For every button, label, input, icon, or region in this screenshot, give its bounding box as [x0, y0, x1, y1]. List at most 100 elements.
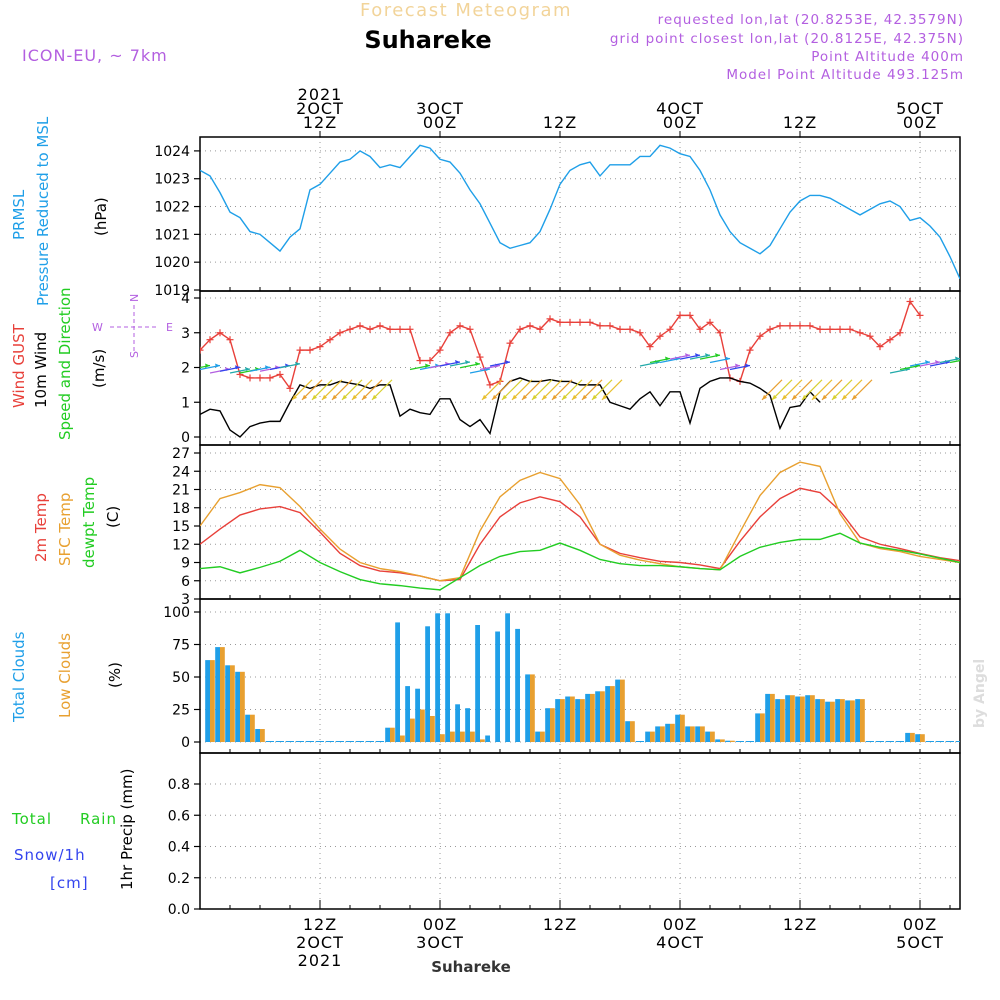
wind-gust-label: Wind GUST — [10, 323, 28, 408]
low-cloud-bar — [680, 714, 685, 742]
plot-area — [205, 613, 960, 742]
wind-arrowhead — [235, 365, 240, 370]
temp-unit: (C) — [104, 506, 122, 528]
wind-arrowhead — [342, 394, 347, 400]
low-cloud-bar — [860, 699, 865, 742]
total-cloud-bar — [495, 631, 500, 742]
wind-arrowhead — [955, 356, 960, 361]
low-cloud-bar — [690, 726, 695, 742]
wind-arrowhead — [492, 394, 497, 400]
wind-arrowhead — [762, 394, 767, 400]
precip-total-label: Total — [11, 810, 52, 828]
total-cloud-bar — [405, 686, 410, 742]
total-cloud-bar — [855, 699, 860, 742]
total-cloud-bar — [695, 726, 700, 742]
wind-arrowhead — [372, 394, 377, 400]
wind-arrowhead — [822, 394, 827, 400]
low-cloud-bar — [230, 665, 235, 742]
total-cloud-bar — [425, 626, 430, 742]
y-tick-label: 0.0 — [168, 902, 190, 918]
panel-frame — [199, 136, 961, 292]
total-cloud-bar — [535, 731, 540, 742]
low-cloud-bar — [400, 735, 405, 742]
bottom-time-label: 4OCT — [656, 933, 704, 952]
y-tick-label: 0.6 — [168, 808, 190, 824]
y-tick-label: 1 — [181, 395, 190, 411]
y-tick-label: 4 — [181, 291, 190, 307]
top-time-label: 00Z — [903, 113, 937, 132]
low-cloud-bar — [450, 731, 455, 742]
low-cloud-bar — [590, 693, 595, 742]
low-cloud-bar — [760, 713, 765, 742]
wind-arrowhead — [745, 363, 750, 368]
y-tick-label: 0.2 — [168, 871, 190, 887]
total-cloud-bar — [485, 735, 490, 742]
grid-point-coords: grid point closest lon,lat (20.8125E, 42… — [610, 31, 964, 47]
panel-temperature: 3 6 9 12 15 18 21 24 27 — [172, 444, 961, 608]
bottom-time-label: 12Z — [543, 915, 577, 934]
panel-wind: 0 1 2 3 4 — [181, 290, 961, 446]
y-tick-label: 27 — [172, 446, 190, 462]
wind-arrowhead — [782, 394, 787, 400]
total-cloud-bar — [515, 628, 520, 742]
low-cloud-bar — [700, 726, 705, 742]
wind-arrowhead — [265, 365, 270, 370]
total-cloud-bar — [685, 726, 690, 742]
wind-arrowhead — [572, 394, 577, 400]
low-cloud-bar — [610, 686, 615, 742]
total-cloud-bar — [725, 740, 730, 742]
series-line — [200, 144, 960, 280]
total-cloud-bar — [595, 691, 600, 742]
y-tick-label: 25 — [172, 703, 190, 719]
wind-arrowhead — [425, 363, 430, 368]
wind-arrowhead — [925, 360, 930, 365]
wind-arrowhead — [352, 394, 357, 400]
wind-arrowhead — [362, 394, 367, 400]
wind-arrowhead — [295, 361, 300, 366]
bottom-time-label: 3OCT — [416, 933, 464, 952]
low-cloud-bar — [260, 729, 265, 742]
total-cloud-bar — [225, 665, 230, 742]
low-cloud-bar — [910, 732, 915, 742]
gridlines — [200, 291, 960, 445]
wind-arrowhead — [582, 394, 587, 400]
y-tick-label: 0 — [181, 735, 190, 751]
bottom-time-label: 12Z — [783, 915, 817, 934]
wind-arrowhead — [592, 394, 597, 400]
y-tick-label: 12 — [172, 537, 190, 553]
compass-rose: N S W E — [92, 294, 173, 358]
low-cloud-bar — [800, 696, 805, 742]
total-cloud-bar — [505, 613, 510, 742]
total-cloud-bar — [775, 699, 780, 742]
total-cloud-bar — [845, 700, 850, 742]
low-cloud-bar — [650, 731, 655, 742]
temp-2m-label: 2m Temp — [32, 493, 50, 562]
top-time-label: 12Z — [303, 113, 337, 132]
low-cloud-bar — [770, 693, 775, 742]
temp-sfc-label: SFC Temp — [56, 493, 74, 566]
top-time-label: 4OCT — [656, 99, 704, 118]
wind-arrowhead — [502, 394, 507, 400]
y-tick-label: 18 — [172, 501, 190, 517]
low-cloud-bar — [730, 740, 735, 742]
plot-area — [200, 144, 960, 280]
temp-dewpt-label: dewpt Temp — [80, 477, 98, 568]
low-cloud-bar — [420, 709, 425, 742]
total-cloud-bar — [455, 704, 460, 742]
pressure-unit: (hPa) — [92, 197, 110, 236]
compass-north: N — [128, 294, 141, 302]
wind-arrowhead — [842, 394, 847, 400]
wind-arrowhead — [715, 353, 720, 358]
y-tick-label: 3 — [181, 592, 190, 608]
wind-arrowhead — [245, 366, 250, 371]
total-cloud-bar — [915, 734, 920, 742]
top-time-label: 2021 — [298, 85, 343, 104]
low-cloud-bar — [440, 734, 445, 742]
low-cloud-bar — [540, 731, 545, 742]
total-cloud-bar — [645, 731, 650, 742]
low-cloud-bar — [850, 700, 855, 742]
low-cloud-bar — [710, 731, 715, 742]
top-time-label: 00Z — [663, 113, 697, 132]
bottom-time-label: 00Z — [663, 915, 697, 934]
low-cloud-bar — [620, 679, 625, 742]
